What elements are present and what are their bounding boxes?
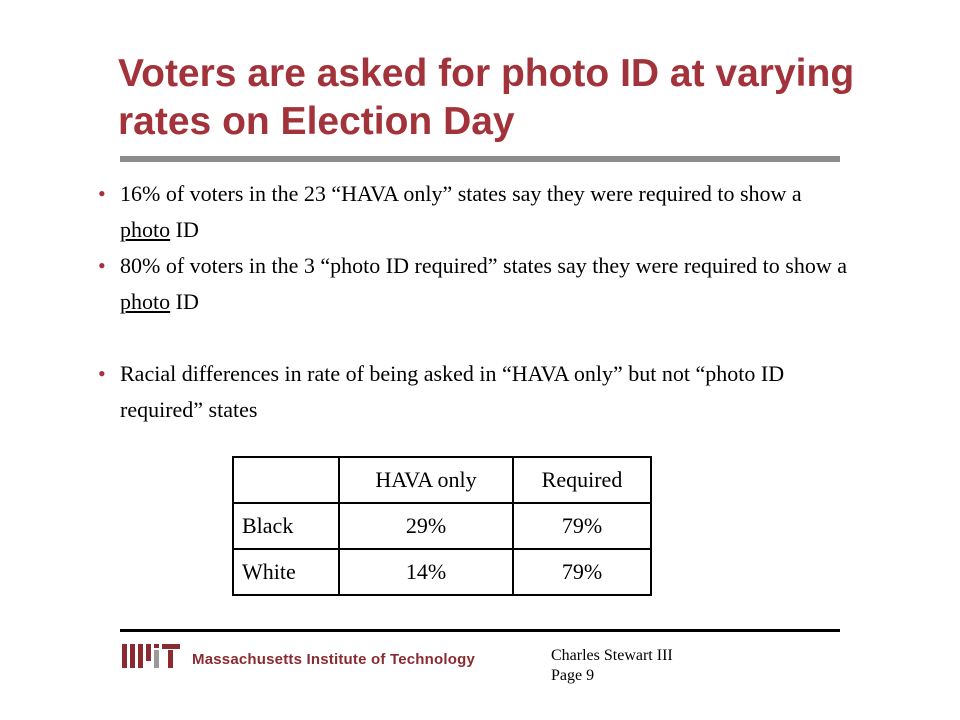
table-header-hava-only: HAVA only <box>338 456 514 504</box>
slide-title: Voters are asked for photo ID at varying… <box>118 52 855 143</box>
table-header-required: Required <box>512 456 652 504</box>
table-cell: 79% <box>512 548 652 596</box>
author-name: Charles Stewart III <box>551 647 673 664</box>
bullet-item: • Racial differences in rate of being as… <box>90 356 850 428</box>
bullet-dot-icon: • <box>98 253 106 278</box>
table-row: White 14% 79% <box>232 548 652 596</box>
bullet-text-end: ID <box>170 217 199 242</box>
bullet-text: 16% of voters in the 23 “HAVA only” stat… <box>120 181 802 206</box>
page-number: Page 9 <box>551 667 595 684</box>
photo-id-rate-table: HAVA only Required Black 29% 79% White 1… <box>232 456 652 596</box>
institution-name: Massachusetts Institute of Technology <box>192 651 475 668</box>
table-row: Black 29% 79% <box>232 502 652 550</box>
row-label-black: Black <box>232 502 340 550</box>
table-header-row: HAVA only Required <box>232 456 652 504</box>
bullet-text: Racial differences in rate of being aske… <box>120 361 785 422</box>
bullet-underlined: photo <box>120 217 171 242</box>
title-divider <box>120 156 840 162</box>
table-cell: 29% <box>338 502 514 550</box>
bullet-dot-icon: • <box>98 361 106 386</box>
footer-divider <box>120 629 840 632</box>
table-cell: 79% <box>512 502 652 550</box>
bullet-text-end: ID <box>170 289 199 314</box>
mit-logo-icon <box>122 644 180 668</box>
bullet-text: 80% of voters in the 3 “photo ID require… <box>120 253 847 278</box>
bullet-list: • 16% of voters in the 23 “HAVA only” st… <box>90 176 850 428</box>
bullet-dot-icon: • <box>98 181 106 206</box>
bullet-item: • 80% of voters in the 3 “photo ID requi… <box>90 248 850 320</box>
row-label-white: White <box>232 548 340 596</box>
footer-author-block: Charles Stewart III Page 9 <box>551 646 673 686</box>
table-cell: 14% <box>338 548 514 596</box>
bullet-item: • 16% of voters in the 23 “HAVA only” st… <box>90 176 850 248</box>
table-corner-cell <box>232 456 340 504</box>
bullet-underlined: photo <box>120 289 171 314</box>
